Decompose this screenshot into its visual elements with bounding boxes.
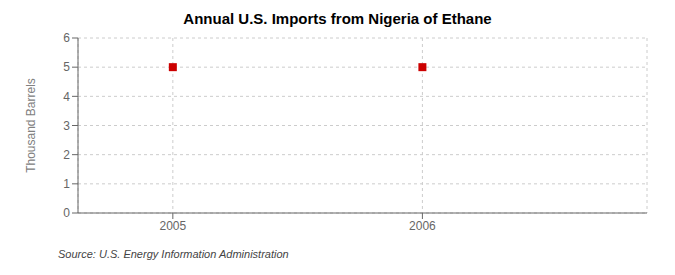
svg-text:6: 6 xyxy=(63,31,70,45)
svg-text:3: 3 xyxy=(63,119,70,133)
svg-text:5: 5 xyxy=(63,60,70,74)
svg-text:2005: 2005 xyxy=(159,219,186,233)
svg-text:2: 2 xyxy=(63,148,70,162)
svg-text:Thousand Barrels: Thousand Barrels xyxy=(24,78,38,173)
html-text:Annual U.S. Imports from Niger: Annual U.S. Imports from Nigeria of Etha… xyxy=(183,10,492,27)
svg-text:1: 1 xyxy=(63,177,70,191)
html-text:Source: U.S. Energy Informatio: Source: U.S. Energy Information Administ… xyxy=(58,248,289,260)
svg-text:0: 0 xyxy=(63,206,70,220)
svg-text:2006: 2006 xyxy=(409,219,436,233)
svg-text:4: 4 xyxy=(63,90,70,104)
